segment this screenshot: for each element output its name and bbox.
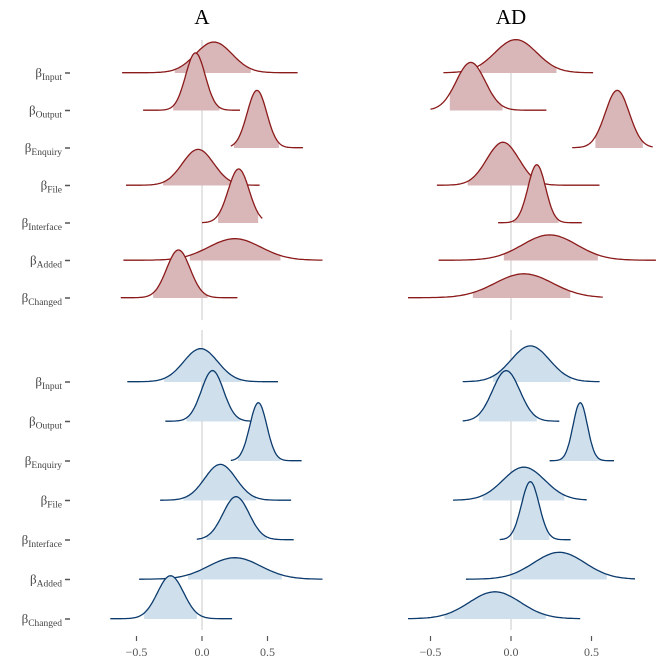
x-tick-label-ad-0: −0.5 bbox=[420, 645, 442, 659]
ridge-fill-red-ad-1 bbox=[480, 39, 557, 73]
ridge-line-red-a-7 bbox=[120, 249, 238, 299]
x-tick-label-a-2: 0.5 bbox=[260, 645, 275, 659]
param-label-enquiry-1: βEnquiry bbox=[25, 453, 62, 471]
ridge-fill-red-ad-6 bbox=[503, 234, 598, 261]
x-tick-label-a-1: 0.0 bbox=[195, 645, 210, 659]
ridge-line-blue-a-4 bbox=[160, 463, 292, 501]
panel-title-a: A bbox=[194, 5, 210, 29]
param-label-file-1: βFile bbox=[41, 493, 62, 511]
ridge-fill-red-ad-2 bbox=[449, 62, 503, 111]
param-label-changed-1: βChanged bbox=[22, 611, 63, 629]
ridge-line-red-a-2 bbox=[143, 52, 240, 111]
ridge-fill-red-a-2 bbox=[173, 52, 220, 111]
x-tick-label-a-0: −0.5 bbox=[126, 645, 148, 659]
ridge-line-red-ad-7 bbox=[408, 273, 603, 299]
ridge-fill-red-a-5 bbox=[218, 169, 259, 223]
param-label-file-0: βFile bbox=[41, 178, 62, 196]
panel-title-ad: AD bbox=[496, 5, 526, 29]
ridge-fill-blue-ad-6 bbox=[511, 552, 607, 580]
ridge-line-red-a-5 bbox=[202, 168, 263, 224]
ridge-fill-red-a-4 bbox=[163, 149, 235, 186]
ridge-line-blue-a-5 bbox=[196, 496, 294, 541]
ridge-line-red-ad-3 bbox=[572, 89, 653, 149]
ridge-fill-red-ad-3 bbox=[595, 90, 643, 148]
param-label-input-1: βInput bbox=[35, 374, 62, 392]
x-tick-label-ad-1: 0.0 bbox=[504, 645, 519, 659]
ridge-line-red-ad-6 bbox=[438, 234, 656, 261]
parameter-labels: βInput βOutput βEnquiry βFile βInterface βAdd… bbox=[22, 65, 70, 629]
ridge-line-red-a-6 bbox=[123, 238, 323, 261]
ridge-line-blue-ad-5 bbox=[499, 481, 571, 541]
ridge-fill-blue-ad-4 bbox=[482, 467, 565, 501]
ridge-line-blue-a-2 bbox=[165, 369, 267, 422]
ridge-fill-red-a-3 bbox=[234, 90, 279, 148]
param-label-added-1: βAdded bbox=[30, 572, 62, 590]
ridge-line-red-ad-2 bbox=[430, 61, 547, 111]
ridge-line-red-ad-5 bbox=[498, 164, 582, 224]
x-axes: −0.5 0.0 0.5 −0.5 0.0 0.5 bbox=[126, 636, 599, 659]
x-tick-label-ad-2: 0.5 bbox=[584, 645, 599, 659]
ridge-fill-red-a-6 bbox=[189, 238, 281, 261]
ridge-fill-blue-ad-5 bbox=[513, 481, 550, 540]
ridge-line-blue-a-7 bbox=[110, 575, 233, 620]
ridge-line-blue-ad-1 bbox=[462, 345, 600, 383]
ridge-line-blue-ad-2 bbox=[462, 370, 560, 422]
ridge-line-blue-ad-3 bbox=[549, 401, 614, 462]
param-label-enquiry-0: βEnquiry bbox=[25, 140, 62, 158]
ridge-line-red-ad-4 bbox=[436, 141, 600, 186]
param-label-output-1: βOutput bbox=[29, 414, 62, 432]
density-ridges bbox=[110, 38, 656, 620]
ridge-fill-blue-ad-7 bbox=[444, 591, 546, 619]
ridge-fill-blue-a-3 bbox=[237, 402, 281, 461]
ridge-fill-blue-a-6 bbox=[188, 557, 282, 580]
ridge-fill-red-a-7 bbox=[153, 250, 208, 298]
ridge-fill-red-ad-4 bbox=[467, 142, 542, 186]
ridge-line-blue-a-3 bbox=[230, 402, 302, 462]
ridge-fill-blue-a-4 bbox=[183, 464, 257, 501]
param-label-output-0: βOutput bbox=[29, 103, 62, 121]
ridge-fill-blue-ad-1 bbox=[493, 345, 571, 382]
param-label-added-0: βAdded bbox=[30, 253, 62, 271]
param-label-changed-0: βChanged bbox=[22, 290, 63, 308]
ridge-line-red-a-3 bbox=[230, 89, 303, 149]
param-label-interface-0: βInterface bbox=[22, 215, 62, 233]
ridge-line-blue-ad-6 bbox=[465, 551, 635, 580]
ridge-fill-red-ad-5 bbox=[513, 164, 559, 223]
ridge-line-blue-ad-4 bbox=[453, 466, 587, 501]
ridge-fill-red-a-1 bbox=[174, 42, 251, 73]
ridge-fill-blue-ad-2 bbox=[478, 370, 537, 422]
ridge-line-blue-a-1 bbox=[127, 347, 278, 383]
ridge-line-blue-ad-7 bbox=[408, 591, 581, 620]
ridge-fill-blue-a-7 bbox=[144, 575, 197, 619]
ridge-fill-red-ad-7 bbox=[472, 273, 571, 298]
param-label-interface-1: βInterface bbox=[22, 532, 62, 550]
ridge-fill-blue-a-1 bbox=[164, 348, 242, 382]
ridge-fill-blue-a-5 bbox=[206, 496, 267, 540]
ridge-fill-blue-a-2 bbox=[186, 370, 241, 422]
ridge-line-red-a-1 bbox=[122, 41, 298, 74]
param-label-input-0: βInput bbox=[35, 65, 62, 83]
